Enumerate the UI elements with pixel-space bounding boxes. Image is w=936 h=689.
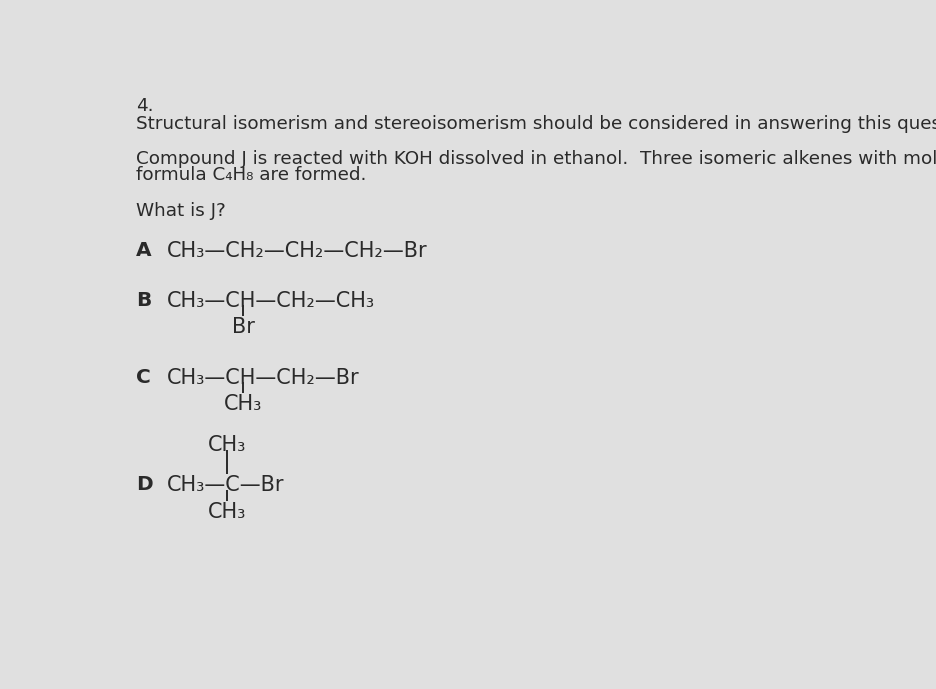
Text: Compound J is reacted with KOH dissolved in ethanol.  Three isomeric alkenes wit: Compound J is reacted with KOH dissolved… [137,150,936,168]
Text: Br: Br [232,317,255,337]
Text: CH₃—CH—CH₂—Br: CH₃—CH—CH₂—Br [168,367,360,388]
Text: D: D [137,475,153,495]
Text: 4.: 4. [137,96,154,114]
Text: B: B [137,291,152,309]
Text: CH₃: CH₃ [208,502,246,522]
Text: What is J?: What is J? [137,202,227,220]
Text: CH₃—CH₂—CH₂—CH₂—Br: CH₃—CH₂—CH₂—CH₂—Br [168,240,428,260]
Text: A: A [137,240,152,260]
Text: formula C₄H₈ are formed.: formula C₄H₈ are formed. [137,166,367,184]
Text: CH₃: CH₃ [208,435,246,455]
Text: CH₃—C—Br: CH₃—C—Br [168,475,285,495]
Text: C: C [137,367,151,387]
Text: Structural isomerism and stereoisomerism should be considered in answering this : Structural isomerism and stereoisomerism… [137,115,936,133]
Text: CH₃—CH—CH₂—CH₃: CH₃—CH—CH₂—CH₃ [168,291,375,311]
Text: CH₃: CH₃ [224,393,262,414]
